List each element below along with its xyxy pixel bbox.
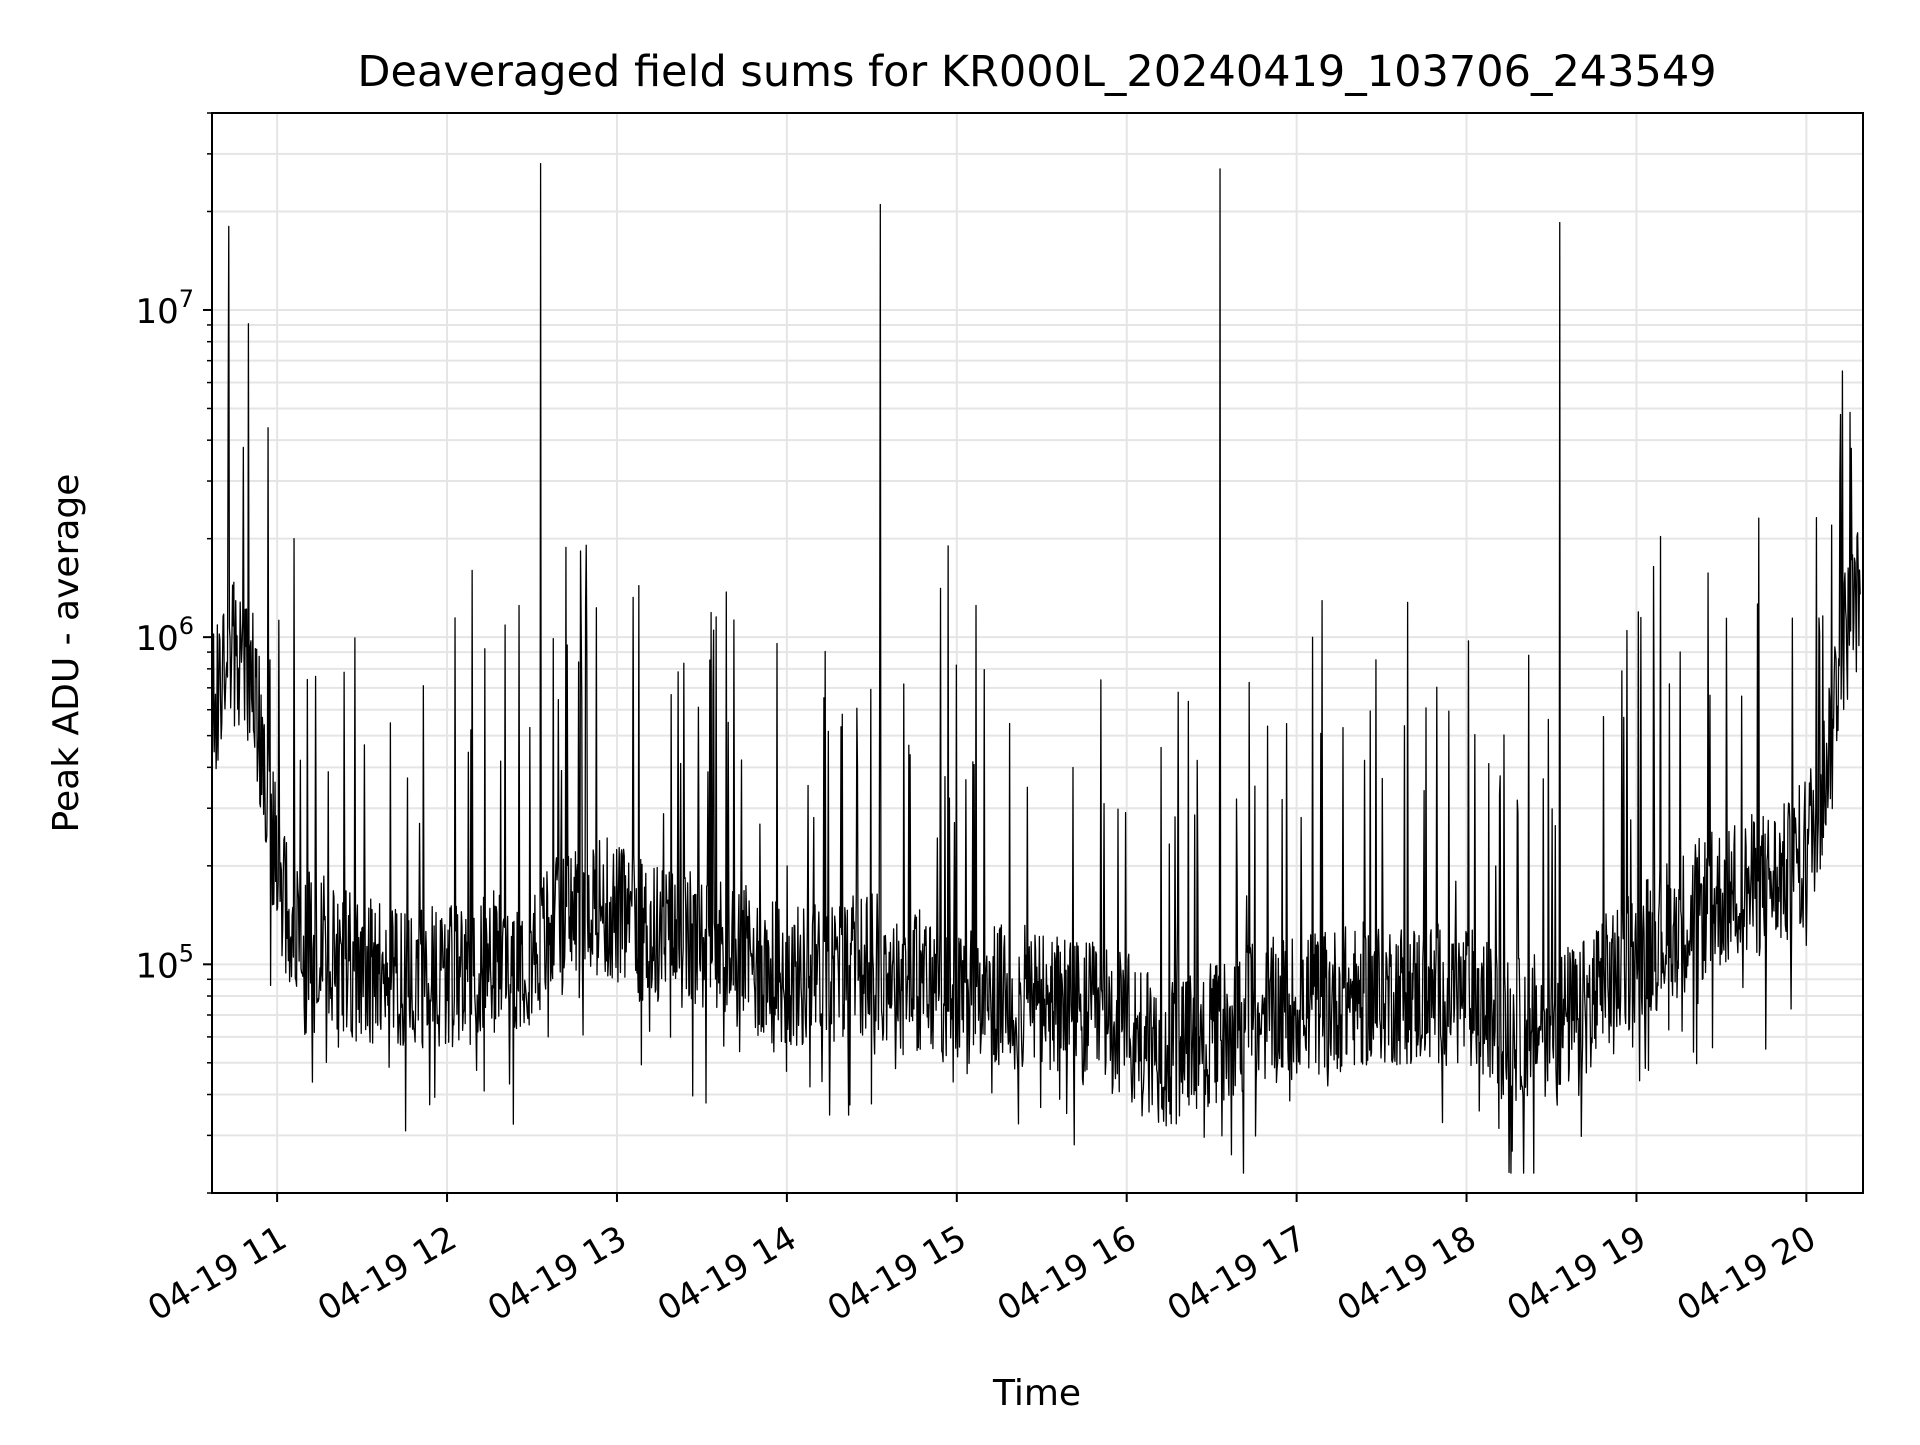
plot-frame [211,112,1864,1194]
series-line [211,163,1861,1174]
data-series [211,163,1861,1174]
y-axis-label: Peak ADU - average [46,474,87,833]
y-tick-label: 106 [135,612,194,659]
chart-title: Deaveraged field sums for KR000L_2024041… [357,47,1716,97]
x-axis-label: Time [992,1373,1081,1414]
y-tick-label: 107 [135,285,194,332]
y-tick-label: 105 [135,939,194,986]
